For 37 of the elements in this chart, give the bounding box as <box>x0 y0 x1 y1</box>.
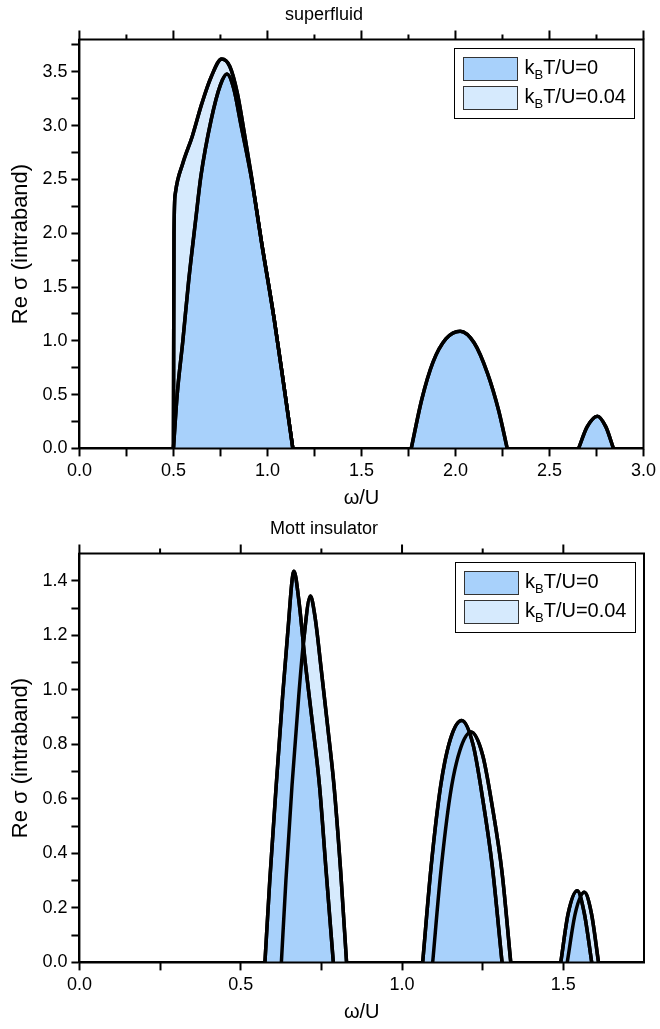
y-tick-label: 3.0 <box>42 114 68 135</box>
legend-label: k$_{B}$T/U=0.04 <box>524 84 626 111</box>
y-tick-label: 0.0 <box>42 951 68 972</box>
legend-label: k$_{B}$T/U=0.04 <box>525 598 627 625</box>
y-tick-label: 0.6 <box>42 787 68 808</box>
x-axis-title: ω/U <box>343 485 380 508</box>
y-tick-label: 0.0 <box>42 437 68 458</box>
x-tick-label: 1.0 <box>389 974 415 995</box>
y-tick-label: 1.5 <box>42 276 68 296</box>
y-tick-label: 2.0 <box>42 222 68 243</box>
x-tick-label: 1.5 <box>550 974 576 995</box>
y-axis-title: Re σ (intraband) <box>7 163 33 325</box>
x-tick-label: 1.0 <box>254 460 280 481</box>
y-tick-label: 3.5 <box>42 60 68 81</box>
y-tick-label: 2.5 <box>42 168 68 189</box>
y-tick-label: 1.2 <box>42 624 68 645</box>
chart-title: Mott insulator <box>269 517 379 538</box>
legend-label: k$_{B}$T/U=0 <box>524 55 599 82</box>
y-tick-label: 0.2 <box>42 896 68 917</box>
legend-label: k$_{B}$T/U=0 <box>525 569 599 596</box>
y-tick-label: 1.0 <box>42 329 68 350</box>
x-tick-label: 0.5 <box>160 460 186 481</box>
y-tick-label: 0.4 <box>42 842 68 863</box>
chart-title: superfluid <box>284 3 364 24</box>
x-tick-label: 3.0 <box>630 460 656 481</box>
x-tick-label: 1.5 <box>348 460 374 481</box>
y-tick-label: 1.0 <box>42 678 68 699</box>
x-axis-title: ω/U <box>343 999 380 1022</box>
y-tick-label: 0.8 <box>42 733 68 754</box>
y-tick-label: 0.5 <box>42 383 68 404</box>
x-tick-label: 2.0 <box>442 460 468 481</box>
x-tick-label: 0.0 <box>66 974 92 995</box>
y-axis-title: Re σ (intraband) <box>7 677 33 839</box>
y-tick-label: 1.4 <box>42 569 68 590</box>
x-tick-label: 0.5 <box>228 974 254 995</box>
x-tick-label: 0.0 <box>66 460 92 481</box>
x-tick-label: 2.5 <box>536 460 562 481</box>
